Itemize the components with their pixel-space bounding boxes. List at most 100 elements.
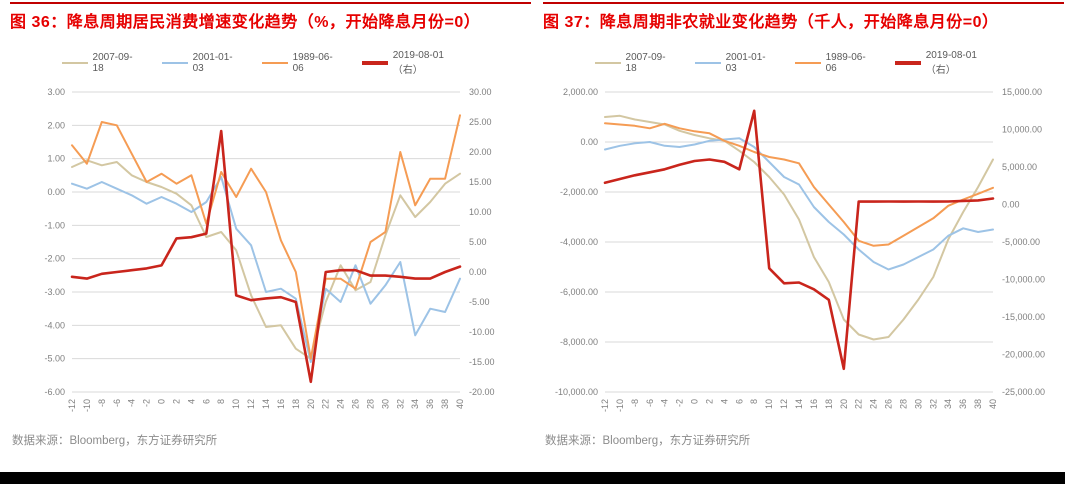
legend-item-2001-01-03: 2001-01-03 [695, 52, 769, 74]
right-axis-tick-label: 20.00 [469, 147, 492, 157]
x-axis-tick-label: -4 [660, 399, 670, 407]
x-axis-tick-label: 34 [943, 399, 953, 409]
right-axis-tick-label: 25.00 [469, 117, 492, 127]
right-axis-tick-label: 30.00 [469, 87, 492, 97]
x-axis-tick-label: 12 [779, 399, 789, 409]
x-axis-tick-label: 10 [231, 399, 241, 409]
legend-line-sample [895, 61, 921, 65]
right-axis-tick-label: 15.00 [469, 177, 492, 187]
x-axis-tick-label: 38 [440, 399, 450, 409]
legend-label: 1989-06-06 [292, 52, 333, 74]
right-axis-tick-label: -20,000.00 [1002, 350, 1045, 360]
right-axis-tick-label: 10,000.00 [1002, 125, 1042, 135]
x-axis-tick-label: 30 [913, 399, 923, 409]
legend-item-2007-09-18: 2007-09-18 [595, 52, 669, 74]
x-axis-tick-label: 28 [365, 399, 375, 409]
x-axis-tick-label: 4 [186, 399, 196, 404]
x-axis-tick-label: 22 [321, 399, 331, 409]
x-axis-tick-label: 16 [809, 399, 819, 409]
x-axis-tick-label: -8 [630, 399, 640, 407]
right-axis-tick-label: -20.00 [469, 387, 495, 397]
left-axis-tick-label: -5.00 [44, 354, 65, 364]
left-axis-tick-label: 2.00 [47, 120, 65, 130]
x-axis-tick-label: -10 [615, 399, 625, 412]
left-axis-tick-label: -4,000.00 [560, 237, 598, 247]
right-axis-tick-label: 5,000.00 [1002, 162, 1037, 172]
x-axis-tick-label: 2 [704, 399, 714, 404]
left-axis-tick-label: -1.00 [44, 220, 65, 230]
x-axis-tick-label: 8 [216, 399, 226, 404]
figure-36-title: 图 36：降息周期居民消费增速变化趋势（%，开始降息月份=0） [10, 14, 481, 31]
x-axis-tick-label: 36 [425, 399, 435, 409]
series-line-2007-09-18 [604, 114, 994, 341]
right-axis-tick-label: 15,000.00 [1002, 87, 1042, 97]
right-axis-tick-label: 0.00 [469, 267, 487, 277]
figure-36-legend: 2007-09-18 2001-01-03 1989-06-06 2019-08-01… [62, 50, 462, 76]
right-axis-tick-label: -10,000.00 [1002, 275, 1045, 285]
left-axis-tick-label: -10,000.00 [555, 387, 598, 397]
right-axis-tick-label: 10.00 [469, 207, 492, 217]
x-axis-tick-label: -6 [112, 399, 122, 407]
legend-label: 2001-01-03 [192, 52, 233, 74]
legend-line-sample [695, 61, 721, 65]
x-axis-tick-label: 20 [306, 399, 316, 409]
x-axis-tick-label: 26 [884, 399, 894, 409]
x-axis-tick-label: 4 [719, 399, 729, 404]
x-axis-tick-label: 36 [958, 399, 968, 409]
red-top-rule [543, 2, 1064, 4]
legend-line-sample [62, 61, 88, 65]
x-axis-tick-label: 22 [854, 399, 864, 409]
x-axis-tick-label: -2 [675, 399, 685, 407]
series-line-2019-08-01（右） [70, 129, 462, 384]
x-axis-tick-label: 26 [351, 399, 361, 409]
legend-label: 2019-08-01（右） [392, 50, 444, 76]
x-axis-tick-label: 24 [869, 399, 879, 409]
legend-label: 1989-06-06 [825, 52, 866, 74]
right-axis-tick-label: -25,000.00 [1002, 387, 1045, 397]
left-axis-tick-label: 0.00 [47, 187, 65, 197]
left-axis-tick-label: 1.00 [47, 154, 65, 164]
x-axis-tick-label: -4 [127, 399, 137, 407]
x-axis-tick-label: 6 [734, 399, 744, 404]
legend-item-1989-06-06: 1989-06-06 [795, 52, 869, 74]
legend-item-2019-08-01（右）: 2019-08-01（右） [895, 50, 995, 76]
x-axis-tick-label: -6 [645, 399, 655, 407]
x-axis-tick-label: 6 [201, 399, 211, 404]
x-axis-tick-label: 32 [928, 399, 938, 409]
x-axis-tick-label: 8 [749, 399, 759, 404]
figure-36-line-chart: 3.00 2.00 1.00 0.00 -1.00 -2.00 -3.00 -4.00 -5.0… [44, 87, 495, 412]
figure-37-title: 图 37：降息周期非农就业变化趋势（千人，开始降息月份=0） [543, 14, 999, 31]
x-axis-tick-label: 34 [410, 399, 420, 409]
legend-item-1989-06-06: 1989-06-06 [262, 52, 336, 74]
legend-line-sample [262, 61, 288, 65]
left-axis-tick-label: 3.00 [47, 87, 65, 97]
x-axis-tick-label: -10 [82, 399, 92, 412]
series-line-2019-08-01（右） [603, 109, 995, 371]
figure-37-panel: 图 37：降息周期非农就业变化趋势（千人，开始降息月份=0） 2007-09-1… [543, 2, 1064, 448]
left-axis-tick-label: -8,000.00 [560, 337, 598, 347]
series-line-2001-01-03 [71, 176, 461, 363]
figure-37-line-chart: 2,000.00 0.00 -2,000.00 -4,000.00 -6,000.00 -… [555, 87, 1045, 412]
figure-36-source-note: 数据来源：Bloomberg，东方证券研究所 [12, 435, 218, 447]
legend-line-sample [162, 61, 188, 65]
x-axis-tick-label: 0 [690, 399, 700, 404]
x-axis-tick-label: 38 [973, 399, 983, 409]
series-line-1989-06-06 [604, 122, 994, 247]
x-axis-tick-label: 2 [171, 399, 181, 404]
left-axis-tick-label: -3.00 [44, 287, 65, 297]
x-axis-tick-label: 14 [794, 399, 804, 409]
right-axis-tick-label: 5.00 [469, 237, 487, 247]
legend-item-2001-01-03: 2001-01-03 [162, 52, 236, 74]
left-axis-tick-label: 0.00 [580, 137, 598, 147]
x-axis-tick-label: -8 [97, 399, 107, 407]
x-axis-tick-label: 24 [336, 399, 346, 409]
legend-item-2019-08-01（右）: 2019-08-01（右） [362, 50, 462, 76]
x-axis-tick-label: 30 [380, 399, 390, 409]
x-axis-tick-label: 10 [764, 399, 774, 409]
x-axis-tick-label: 40 [455, 399, 465, 409]
x-axis-tick-label: 32 [395, 399, 405, 409]
x-axis-tick-label: 0 [157, 399, 167, 404]
bottom-black-bar [0, 472, 1065, 484]
legend-label: 2001-01-03 [725, 52, 766, 74]
